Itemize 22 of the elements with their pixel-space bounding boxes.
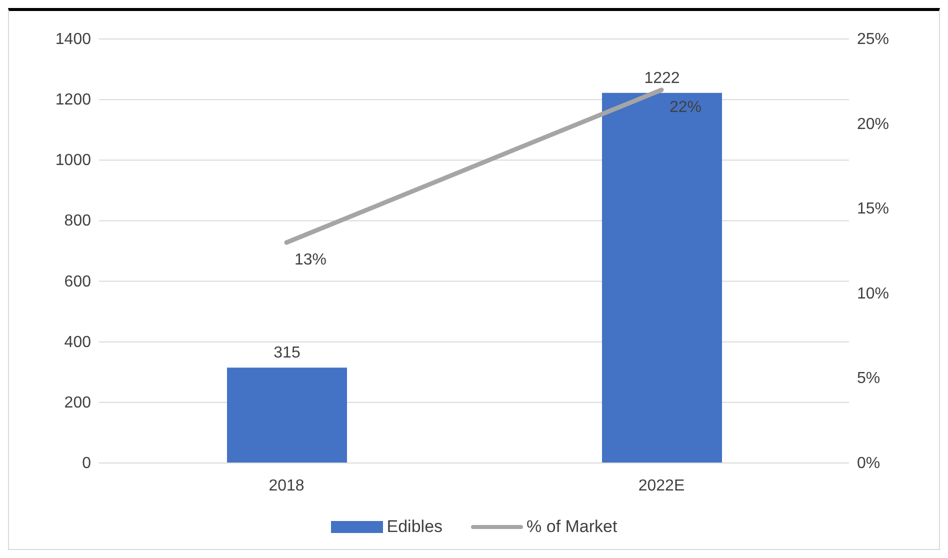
data-label: 1222 bbox=[644, 70, 680, 87]
data-label: 315 bbox=[274, 344, 300, 362]
legend-label: % of Market bbox=[526, 517, 618, 537]
y-tick-label: 200 bbox=[64, 394, 92, 412]
y-tick-label: 400 bbox=[64, 334, 92, 351]
data-label: 22% bbox=[670, 98, 702, 116]
y-tick-label: 1400 bbox=[55, 31, 92, 48]
x-tick-label: 2022E bbox=[638, 477, 685, 494]
data-label: 13% bbox=[294, 252, 327, 269]
y-tick-label: 1200 bbox=[55, 92, 92, 109]
y-tick-label: 0 bbox=[82, 455, 92, 472]
y2-tick-label: 10% bbox=[857, 285, 890, 302]
y2-tick-label: 25% bbox=[857, 31, 890, 48]
y-tick-label: 800 bbox=[64, 212, 92, 230]
y-tick-label: 600 bbox=[64, 273, 92, 290]
x-tick-label: 2018 bbox=[268, 477, 304, 494]
y2-tick-label: 5% bbox=[857, 370, 880, 388]
y2-tick-label: 0% bbox=[857, 455, 880, 472]
y2-tick-label: 15% bbox=[857, 200, 890, 218]
legend-label: Edibles bbox=[386, 517, 443, 537]
y2-tick-label: 20% bbox=[857, 116, 890, 133]
y-tick-label: 1000 bbox=[55, 152, 92, 170]
